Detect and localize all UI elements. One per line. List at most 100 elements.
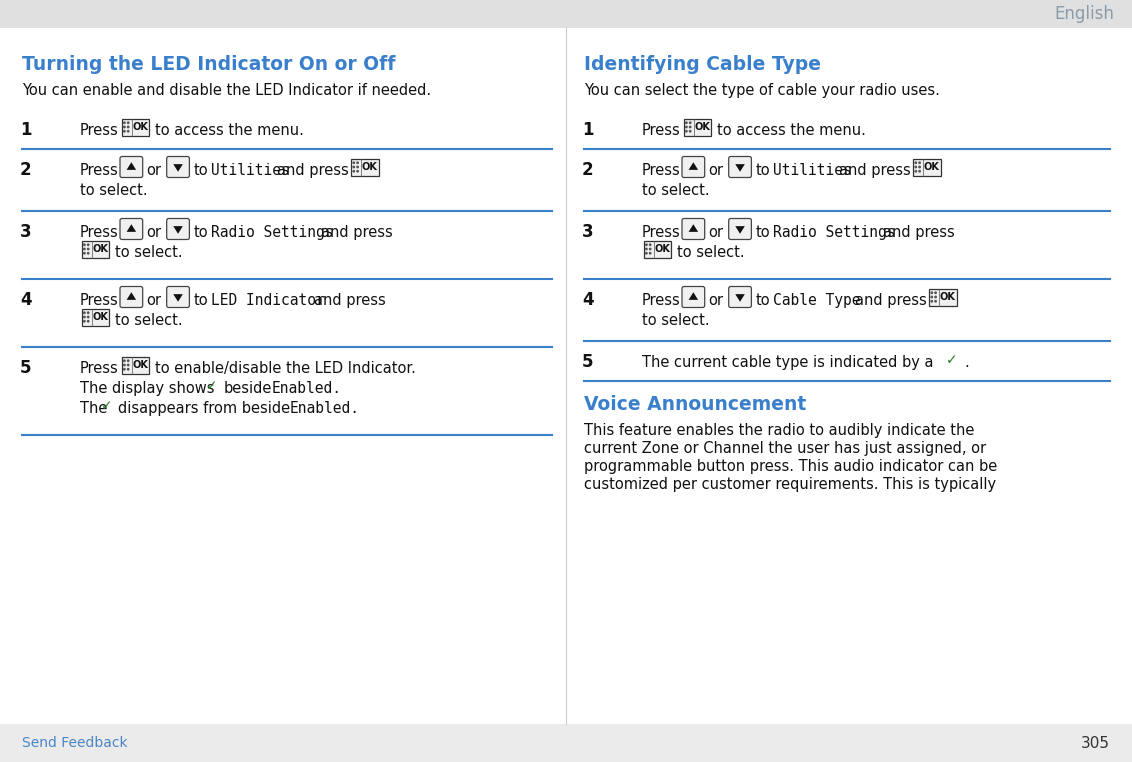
Text: Press: Press bbox=[80, 163, 119, 178]
Polygon shape bbox=[127, 293, 136, 300]
Circle shape bbox=[84, 248, 85, 250]
Text: Enabled.: Enabled. bbox=[272, 381, 342, 396]
Bar bbox=[351, 158, 378, 175]
Circle shape bbox=[87, 252, 89, 254]
Circle shape bbox=[932, 292, 933, 293]
Circle shape bbox=[357, 166, 359, 168]
Text: and press: and press bbox=[840, 163, 911, 178]
Circle shape bbox=[689, 122, 691, 123]
Circle shape bbox=[123, 364, 125, 366]
Circle shape bbox=[87, 244, 89, 245]
Text: The display shows: The display shows bbox=[80, 381, 214, 396]
Circle shape bbox=[128, 364, 129, 366]
Circle shape bbox=[935, 300, 936, 302]
Text: Utilities: Utilities bbox=[773, 163, 852, 178]
Text: or: or bbox=[147, 163, 162, 178]
FancyBboxPatch shape bbox=[166, 156, 189, 178]
Text: or: or bbox=[147, 225, 162, 240]
Circle shape bbox=[919, 162, 920, 164]
FancyBboxPatch shape bbox=[729, 287, 752, 308]
Bar bbox=[644, 241, 671, 258]
Polygon shape bbox=[173, 164, 182, 171]
FancyBboxPatch shape bbox=[729, 219, 752, 239]
Circle shape bbox=[935, 292, 936, 293]
Text: LED Indicator: LED Indicator bbox=[212, 293, 325, 308]
Text: Voice Announcement: Voice Announcement bbox=[584, 395, 806, 414]
Text: 2: 2 bbox=[582, 161, 593, 179]
Circle shape bbox=[128, 369, 129, 370]
Text: Send Feedback: Send Feedback bbox=[22, 736, 128, 750]
Text: or: or bbox=[147, 293, 162, 308]
FancyBboxPatch shape bbox=[729, 156, 752, 178]
Text: to select.: to select. bbox=[80, 183, 147, 198]
Text: to: to bbox=[194, 225, 208, 240]
Text: OK: OK bbox=[93, 312, 109, 322]
Circle shape bbox=[128, 126, 129, 128]
Text: Press: Press bbox=[642, 293, 680, 308]
Circle shape bbox=[650, 252, 651, 254]
Text: Press: Press bbox=[642, 225, 680, 240]
Circle shape bbox=[689, 126, 691, 128]
Circle shape bbox=[915, 162, 917, 164]
Text: Cable Type: Cable Type bbox=[773, 293, 861, 308]
Polygon shape bbox=[736, 164, 745, 171]
Text: 305: 305 bbox=[1081, 735, 1110, 751]
Circle shape bbox=[645, 244, 648, 245]
Text: You can select the type of cable your radio uses.: You can select the type of cable your ra… bbox=[584, 83, 940, 98]
Bar bbox=[82, 241, 109, 258]
Circle shape bbox=[123, 360, 125, 361]
Circle shape bbox=[935, 296, 936, 298]
Text: to: to bbox=[755, 163, 770, 178]
Circle shape bbox=[919, 166, 920, 168]
Text: or: or bbox=[709, 163, 723, 178]
Circle shape bbox=[123, 126, 125, 128]
Circle shape bbox=[353, 162, 354, 164]
Text: to enable/disable the LED Indicator.: to enable/disable the LED Indicator. bbox=[155, 361, 417, 376]
Circle shape bbox=[689, 130, 691, 132]
FancyBboxPatch shape bbox=[120, 156, 143, 178]
Text: 3: 3 bbox=[582, 223, 593, 241]
Text: 3: 3 bbox=[20, 223, 32, 241]
Text: OK: OK bbox=[694, 122, 711, 132]
Circle shape bbox=[645, 248, 648, 250]
Polygon shape bbox=[688, 162, 698, 170]
Circle shape bbox=[123, 122, 125, 123]
Text: Press: Press bbox=[80, 361, 119, 376]
Text: OK: OK bbox=[654, 244, 670, 254]
Text: to select.: to select. bbox=[115, 245, 183, 260]
Text: OK: OK bbox=[132, 360, 148, 370]
Text: This feature enables the radio to audibly indicate the: This feature enables the radio to audibl… bbox=[584, 423, 975, 438]
Text: or: or bbox=[709, 293, 723, 308]
FancyBboxPatch shape bbox=[120, 219, 143, 239]
Text: to select.: to select. bbox=[642, 183, 710, 198]
Bar bbox=[684, 119, 711, 136]
Circle shape bbox=[353, 171, 354, 172]
Text: OK: OK bbox=[940, 292, 955, 302]
Text: to: to bbox=[194, 293, 208, 308]
Text: Press: Press bbox=[642, 163, 680, 178]
Polygon shape bbox=[173, 226, 182, 234]
Polygon shape bbox=[688, 293, 698, 300]
Circle shape bbox=[357, 162, 359, 164]
Bar bbox=[82, 309, 109, 325]
Text: Radio Settings: Radio Settings bbox=[773, 225, 895, 240]
Circle shape bbox=[123, 369, 125, 370]
Text: to select.: to select. bbox=[677, 245, 745, 260]
Text: beside: beside bbox=[224, 381, 273, 396]
Text: 5: 5 bbox=[582, 353, 593, 371]
Text: and press: and press bbox=[277, 163, 349, 178]
Text: Utilities: Utilities bbox=[212, 163, 290, 178]
Text: OK: OK bbox=[132, 122, 148, 132]
FancyBboxPatch shape bbox=[681, 219, 705, 239]
Text: Identifying Cable Type: Identifying Cable Type bbox=[584, 55, 821, 74]
Text: .: . bbox=[964, 355, 969, 370]
Text: to select.: to select. bbox=[115, 313, 183, 328]
Circle shape bbox=[87, 316, 89, 318]
Circle shape bbox=[650, 244, 651, 245]
Text: disappears from beside: disappears from beside bbox=[118, 401, 290, 416]
Circle shape bbox=[123, 130, 125, 132]
Circle shape bbox=[686, 130, 687, 132]
Circle shape bbox=[915, 171, 917, 172]
FancyBboxPatch shape bbox=[120, 287, 143, 308]
Text: English: English bbox=[1054, 5, 1114, 23]
